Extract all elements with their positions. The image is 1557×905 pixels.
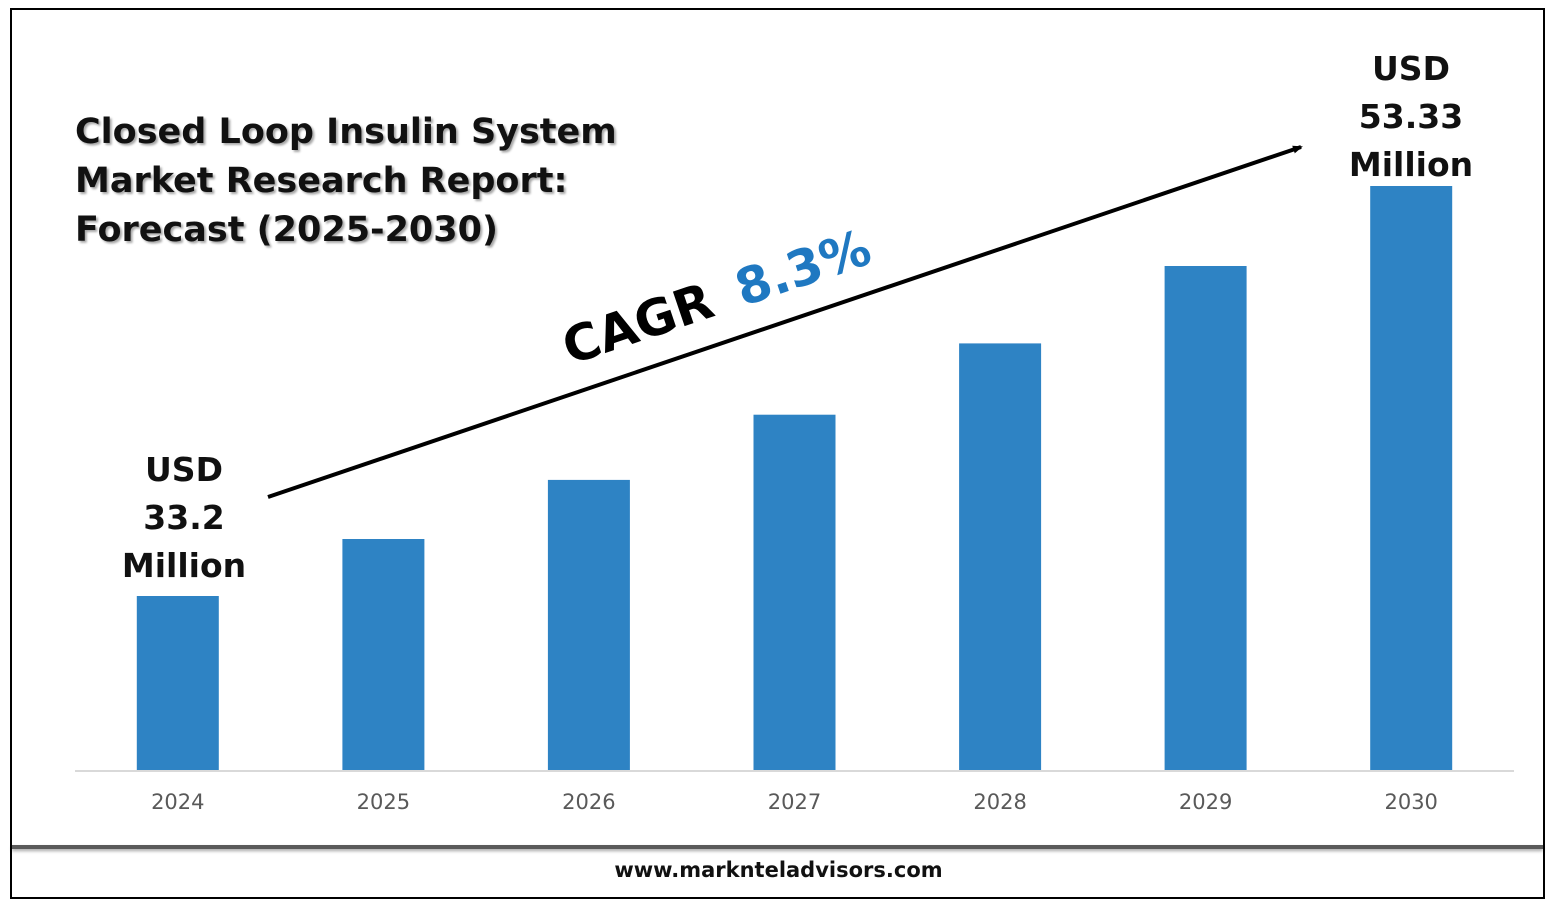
title-line-3: Forecast (2025-2030): [75, 210, 498, 250]
bar-2029: [1164, 266, 1247, 770]
bar-2030: [1370, 186, 1453, 770]
end-label-line-1: USD: [1372, 49, 1450, 88]
bar-2024: [136, 596, 219, 770]
bar-2028: [959, 343, 1042, 770]
end-label-line-2: 53.33: [1359, 97, 1463, 136]
chart-title: Closed Loop Insulin System Market Resear…: [75, 108, 617, 255]
start-label-line-2: 33.2: [143, 498, 224, 537]
cagr-prefix: CAGR: [555, 272, 720, 377]
x-tick-label-2026: 2026: [562, 790, 615, 814]
bars-group: [136, 186, 1453, 770]
title-line-1: Closed Loop Insulin System: [75, 112, 617, 152]
growth-arrow: [267, 145, 1303, 499]
bar-2027: [753, 414, 836, 770]
bar-2026: [547, 479, 630, 770]
x-tick-label-2027: 2027: [768, 790, 821, 814]
x-axis-ticks: 2024 2025 2026 2027 2028 2029 2030: [151, 790, 1438, 814]
start-label-line-3: Million: [122, 546, 246, 585]
cagr-label: CAGR 8.3%: [555, 219, 878, 377]
footer-divider: [12, 845, 1543, 849]
start-label-line-1: USD: [145, 450, 223, 489]
x-tick-label-2025: 2025: [357, 790, 410, 814]
x-tick-label-2030: 2030: [1384, 790, 1437, 814]
start-value-label: USD 33.2 Million: [122, 450, 246, 585]
x-tick-label-2028: 2028: [973, 790, 1026, 814]
x-tick-label-2024: 2024: [151, 790, 204, 814]
x-tick-label-2029: 2029: [1179, 790, 1232, 814]
end-label-line-3: Million: [1349, 145, 1473, 184]
end-value-label: USD 53.33 Million: [1349, 49, 1473, 184]
title-line-2: Market Research Report:: [75, 161, 568, 201]
bar-2025: [342, 539, 425, 770]
footer-url: www.marknteladvisors.com: [614, 858, 943, 882]
cagr-value: 8.3%: [728, 219, 878, 318]
